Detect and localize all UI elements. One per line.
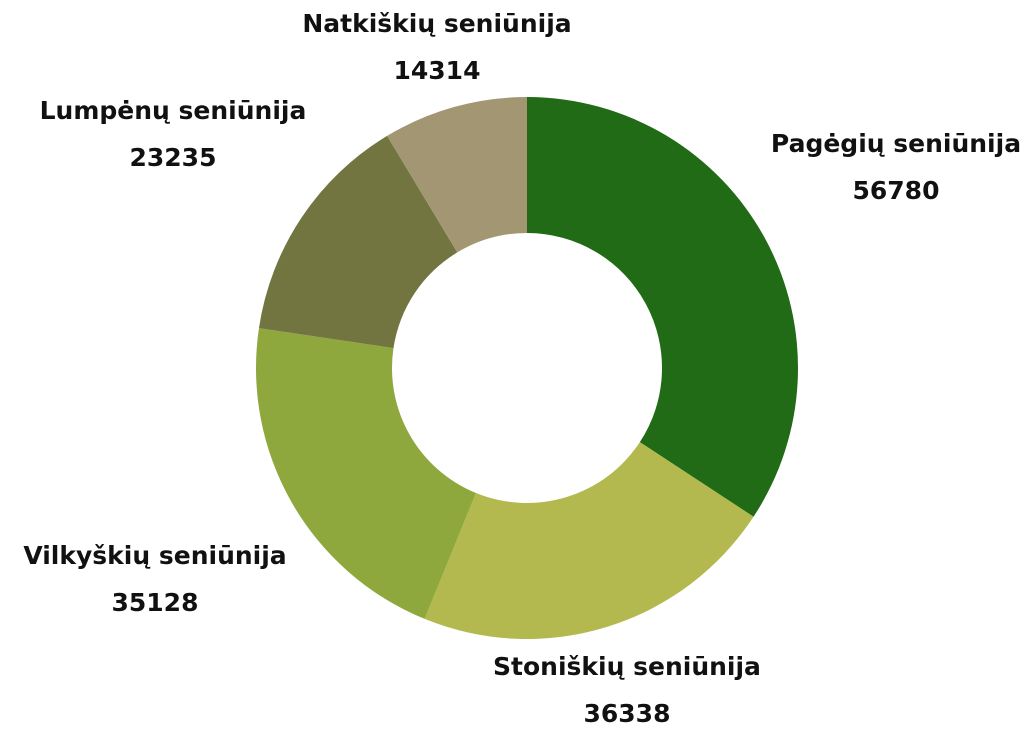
slice-value: 35128: [112, 588, 199, 617]
slice-label: Lumpėnų seniūnija: [40, 96, 307, 125]
slice-label: Stoniškių seniūnija: [493, 652, 761, 681]
donut-slice: [527, 97, 798, 517]
slice-value: 14314: [394, 56, 481, 85]
donut-slice: [424, 442, 754, 640]
slice-label: Natkiškių seniūnija: [302, 9, 571, 38]
slice-value: 23235: [130, 143, 217, 172]
slice-label: Pagėgių seniūnija: [771, 129, 1021, 158]
slice-value: 36338: [584, 699, 671, 728]
slice-value: 56780: [853, 176, 940, 205]
donut-slice: [387, 97, 527, 253]
donut-slice: [255, 328, 477, 619]
donut-slice: [258, 135, 458, 349]
slice-label: Vilkyškių seniūnija: [23, 541, 286, 570]
